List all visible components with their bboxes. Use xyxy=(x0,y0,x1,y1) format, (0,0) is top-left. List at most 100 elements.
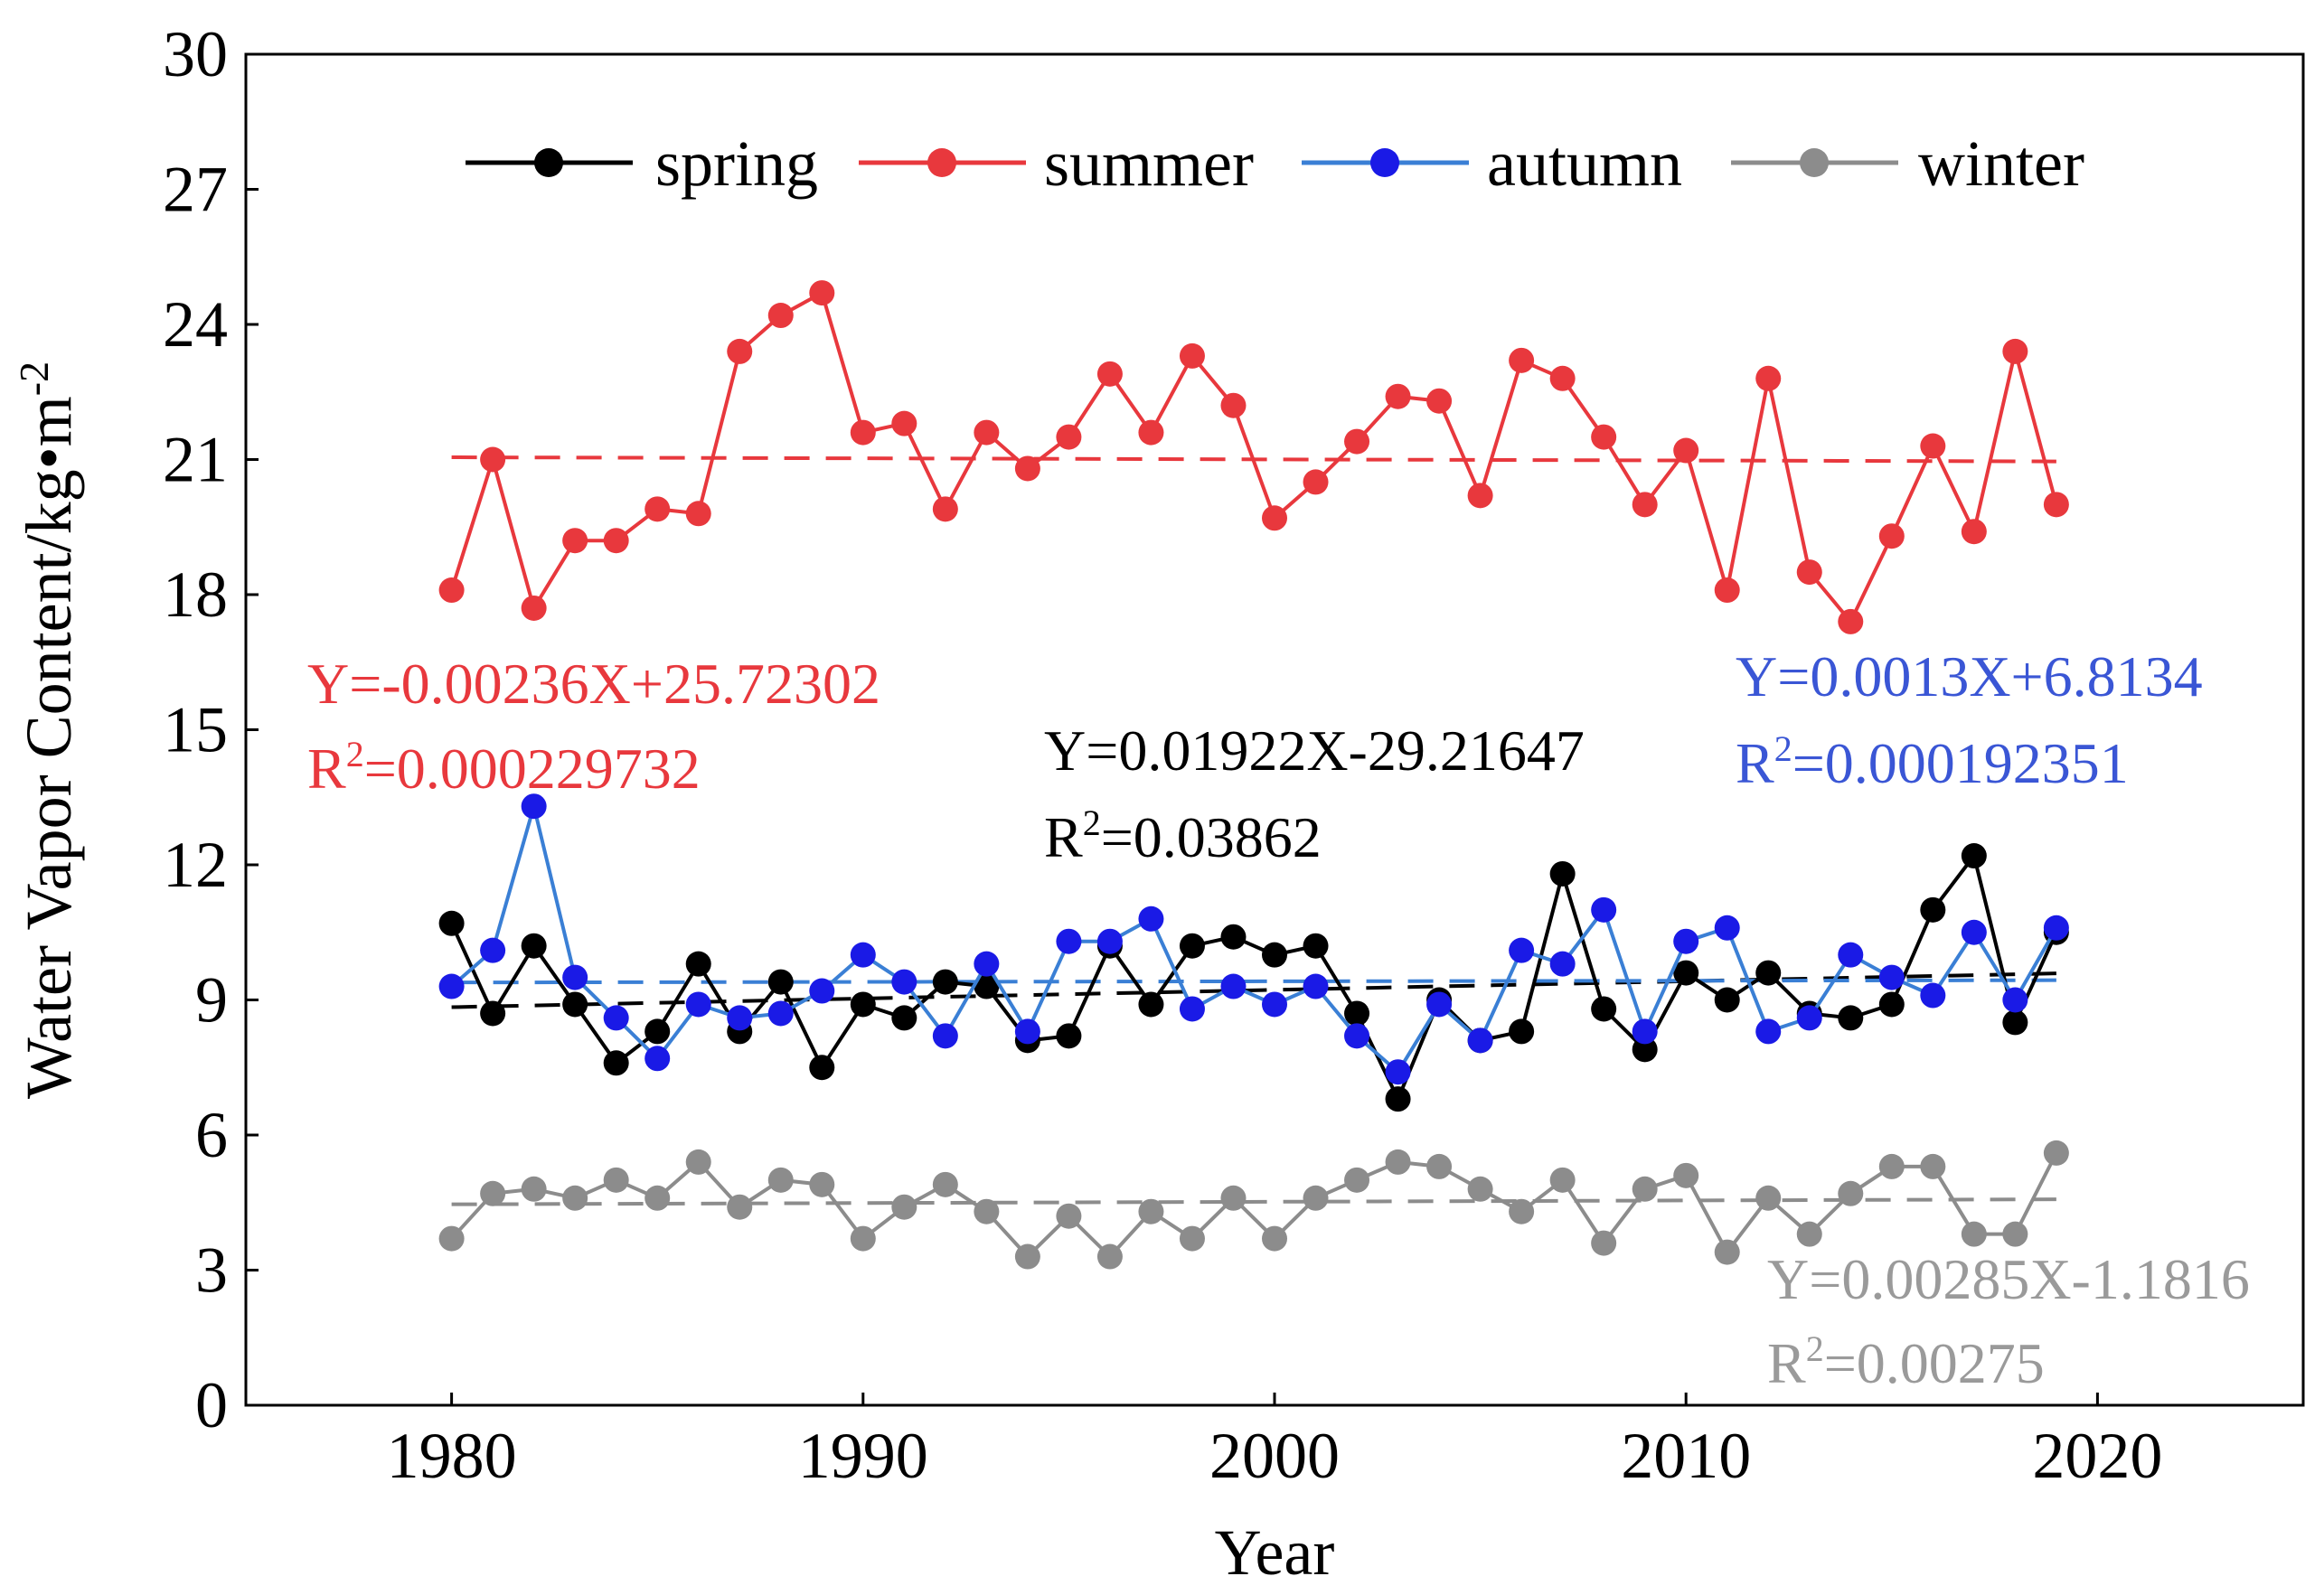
point-winter-2017 xyxy=(1961,1221,1987,1247)
point-winter-1985 xyxy=(645,1185,671,1211)
point-summer-1984 xyxy=(603,528,629,554)
y-tick-label: 30 xyxy=(163,18,228,90)
point-spring-2014 xyxy=(1838,1005,1864,1031)
equation-summer: Y=-0.00236X+25.72302 xyxy=(307,652,880,716)
point-spring-2003 xyxy=(1385,1086,1411,1112)
point-winter-2019 xyxy=(2043,1140,2069,1166)
point-winter-2003 xyxy=(1385,1149,1411,1175)
annotation-summer: Y=-0.00236X+25.72302 R2=0.000229732 xyxy=(307,652,880,801)
point-autumn-1989 xyxy=(809,978,835,1004)
point-winter-1993 xyxy=(974,1198,1000,1224)
point-autumn-1992 xyxy=(932,1023,958,1049)
point-spring-2000 xyxy=(1262,942,1287,968)
point-summer-2012 xyxy=(1755,365,1782,391)
point-winter-1983 xyxy=(562,1185,588,1211)
annotation-winter: Y=0.00285X-1.1816 R2=0.00275 xyxy=(1767,1247,2250,1395)
point-winter-1987 xyxy=(727,1194,753,1220)
point-autumn-1998 xyxy=(1179,996,1205,1022)
point-autumn-2009 xyxy=(1632,1018,1658,1045)
legend: spring summer autumn winter xyxy=(466,127,2084,200)
equation-winter: Y=0.00285X-1.1816 xyxy=(1767,1247,2250,1311)
point-summer-2008 xyxy=(1591,424,1617,450)
point-autumn-2016 xyxy=(1920,982,1946,1009)
point-summer-2002 xyxy=(1344,428,1370,455)
point-summer-1993 xyxy=(974,419,1000,446)
point-autumn-2015 xyxy=(1878,964,1905,990)
r-squared-autumn: R2=0.000192351 xyxy=(1736,728,2129,795)
y-tick-label: 18 xyxy=(163,558,228,631)
point-winter-1992 xyxy=(932,1171,958,1197)
point-spring-2016 xyxy=(1920,896,1946,923)
point-spring-1999 xyxy=(1220,924,1247,950)
point-spring-2001 xyxy=(1303,933,1329,959)
point-summer-2000 xyxy=(1262,505,1287,531)
series-line-winter xyxy=(450,1151,2058,1259)
point-winter-1981 xyxy=(480,1180,506,1206)
point-winter-2009 xyxy=(1632,1176,1658,1202)
point-summer-2006 xyxy=(1509,347,1535,373)
y-tick-label: 15 xyxy=(163,694,228,766)
y-tick-label: 3 xyxy=(195,1234,228,1307)
point-winter-1994 xyxy=(1014,1243,1040,1270)
point-spring-2011 xyxy=(1714,987,1740,1013)
legend-label-autumn: autumn xyxy=(1487,127,1682,200)
point-autumn-2019 xyxy=(2043,915,2069,941)
point-autumn-1995 xyxy=(1056,928,1082,954)
point-summer-2011 xyxy=(1714,577,1740,604)
point-autumn-2003 xyxy=(1385,1059,1411,1085)
point-spring-1988 xyxy=(767,969,794,995)
annotation-spring: Y=0.01922X-29.21647 R2=0.03862 xyxy=(1044,718,1585,869)
y-tick-label: 24 xyxy=(163,288,228,361)
point-autumn-2005 xyxy=(1467,1027,1493,1054)
point-summer-1990 xyxy=(850,419,876,446)
point-winter-2004 xyxy=(1426,1153,1453,1179)
point-summer-2014 xyxy=(1838,608,1864,634)
point-autumn-1987 xyxy=(727,1005,753,1031)
y-axis-title-exponent: -2 xyxy=(11,361,57,396)
point-winter-2014 xyxy=(1838,1180,1864,1206)
point-winter-2011 xyxy=(1714,1239,1740,1265)
point-summer-1997 xyxy=(1138,419,1164,446)
y-tick-label: 27 xyxy=(163,154,228,226)
point-winter-1995 xyxy=(1056,1203,1082,1229)
point-spring-2009 xyxy=(1632,1037,1658,1063)
point-winter-1991 xyxy=(891,1194,917,1220)
point-winter-1984 xyxy=(603,1167,629,1193)
point-spring-1984 xyxy=(603,1050,629,1076)
r-symbol-winter: R xyxy=(1767,1331,1806,1395)
legend-entry-autumn: autumn xyxy=(1302,127,1682,200)
legend-marker-spring xyxy=(534,148,563,177)
point-summer-2018 xyxy=(2002,338,2028,364)
point-spring-2012 xyxy=(1755,960,1782,986)
series-autumn xyxy=(438,793,2069,1085)
point-summer-2013 xyxy=(1796,559,1822,586)
point-spring-1995 xyxy=(1056,1023,1082,1049)
point-autumn-1982 xyxy=(521,793,547,820)
point-summer-2009 xyxy=(1632,492,1658,518)
r-symbol-autumn: R xyxy=(1736,731,1774,795)
point-spring-2010 xyxy=(1673,960,1699,986)
point-winter-2006 xyxy=(1509,1198,1535,1224)
point-spring-1989 xyxy=(809,1055,835,1081)
point-summer-2019 xyxy=(2043,492,2069,518)
point-summer-2007 xyxy=(1549,365,1576,391)
point-winter-1980 xyxy=(438,1225,465,1252)
point-winter-2000 xyxy=(1262,1225,1287,1252)
legend-entry-summer: summer xyxy=(859,127,1254,200)
r-squared-spring: R2=0.03862 xyxy=(1044,802,1322,869)
point-autumn-2001 xyxy=(1303,973,1329,999)
r-symbol-summer: R xyxy=(307,737,346,801)
point-spring-1991 xyxy=(891,1005,917,1031)
point-autumn-2008 xyxy=(1591,896,1617,923)
x-tick-label: 1980 xyxy=(387,1420,517,1492)
point-spring-1993 xyxy=(974,973,1000,999)
y-tick-label: 12 xyxy=(163,829,228,901)
point-summer-1999 xyxy=(1220,392,1247,418)
point-autumn-1983 xyxy=(562,964,588,990)
point-summer-1994 xyxy=(1014,455,1040,482)
point-autumn-2014 xyxy=(1838,942,1864,968)
point-autumn-1996 xyxy=(1096,928,1123,954)
r-value-spring: =0.03862 xyxy=(1101,805,1322,869)
y-axis-title: Water Vapor Content/kg•m-2 xyxy=(11,361,86,1099)
